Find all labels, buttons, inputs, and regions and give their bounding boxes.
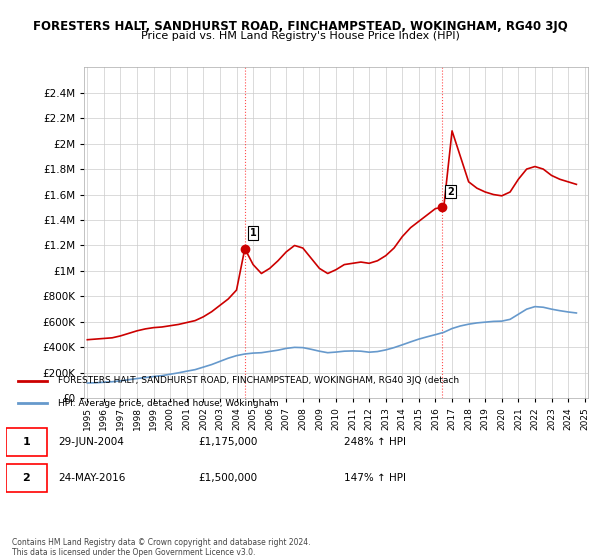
- Text: 29-JUN-2004: 29-JUN-2004: [58, 437, 124, 447]
- Text: 1: 1: [250, 228, 257, 238]
- Text: 1: 1: [22, 437, 30, 447]
- Text: £1,500,000: £1,500,000: [198, 473, 257, 483]
- Text: Price paid vs. HM Land Registry's House Price Index (HPI): Price paid vs. HM Land Registry's House …: [140, 31, 460, 41]
- Text: 24-MAY-2016: 24-MAY-2016: [58, 473, 126, 483]
- Text: HPI: Average price, detached house, Wokingham: HPI: Average price, detached house, Woki…: [58, 399, 279, 408]
- Text: 147% ↑ HPI: 147% ↑ HPI: [344, 473, 406, 483]
- FancyBboxPatch shape: [6, 428, 47, 456]
- Text: FORESTERS HALT, SANDHURST ROAD, FINCHAMPSTEAD, WOKINGHAM, RG40 3JQ: FORESTERS HALT, SANDHURST ROAD, FINCHAMP…: [32, 20, 568, 32]
- Text: FORESTERS HALT, SANDHURST ROAD, FINCHAMPSTEAD, WOKINGHAM, RG40 3JQ (detach: FORESTERS HALT, SANDHURST ROAD, FINCHAMP…: [58, 376, 460, 385]
- Text: £1,175,000: £1,175,000: [198, 437, 257, 447]
- Text: 2: 2: [447, 186, 454, 197]
- Text: Contains HM Land Registry data © Crown copyright and database right 2024.
This d: Contains HM Land Registry data © Crown c…: [12, 538, 311, 557]
- FancyBboxPatch shape: [6, 464, 47, 492]
- Text: 248% ↑ HPI: 248% ↑ HPI: [344, 437, 406, 447]
- Text: 2: 2: [22, 473, 30, 483]
